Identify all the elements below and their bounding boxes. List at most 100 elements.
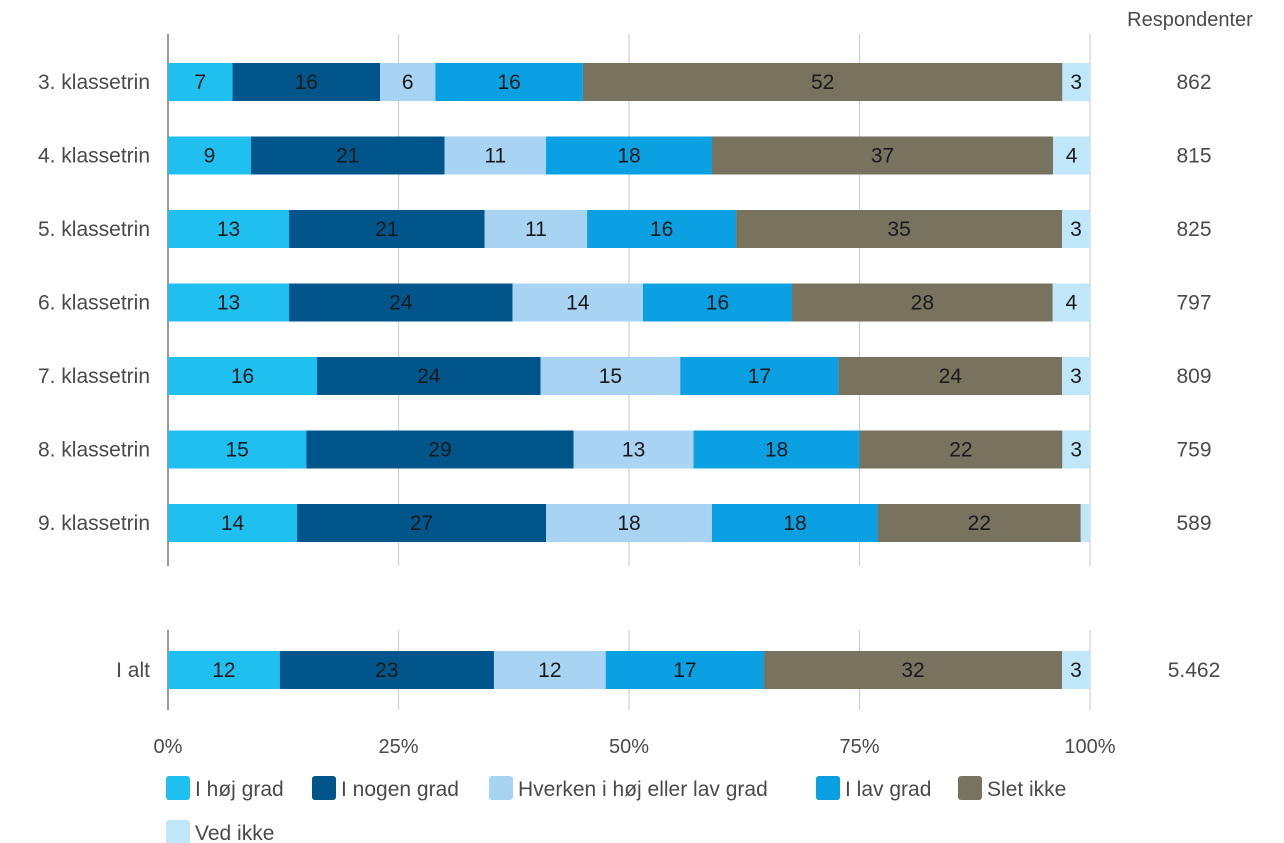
data-label: 3 [1070, 218, 1082, 241]
bar-segment [297, 504, 547, 542]
data-label: 14 [221, 512, 245, 535]
bar-segment [306, 430, 574, 469]
x-tick-label: 100% [1064, 736, 1115, 758]
data-label: 18 [765, 439, 788, 462]
data-label: 21 [336, 145, 359, 168]
bar-segment [444, 136, 547, 175]
data-label: 32 [901, 659, 924, 682]
bar-segment [232, 63, 381, 101]
data-label: 27 [410, 512, 433, 535]
respondents-value: 862 [1176, 71, 1211, 94]
data-label: 18 [617, 512, 640, 535]
bar-segment [711, 504, 878, 542]
data-label: 22 [968, 512, 991, 535]
data-label: 3 [1070, 71, 1082, 94]
bar-segment [693, 430, 860, 469]
bar-segment [484, 210, 588, 248]
bar-segment [289, 210, 485, 248]
legend-label: I nogen grad [341, 778, 459, 801]
bar-segment [1080, 504, 1090, 542]
data-label: 12 [538, 659, 561, 682]
bar-segment [317, 357, 541, 395]
category-label: 7. klassetrin [38, 365, 150, 388]
data-label: 29 [428, 439, 451, 462]
respondents-value: 815 [1176, 145, 1211, 168]
data-label: 37 [871, 145, 894, 168]
bar-segment [1062, 210, 1090, 248]
respondents-value: 809 [1176, 365, 1211, 388]
data-label: 3 [1070, 439, 1082, 462]
x-tick-label: 75% [839, 736, 879, 758]
data-label: 28 [911, 292, 934, 315]
category-label: 5. klassetrin [38, 218, 150, 241]
respondents-value: 825 [1176, 218, 1211, 241]
data-label: 24 [389, 292, 413, 315]
data-label: 3 [1070, 659, 1082, 682]
data-label: 18 [617, 145, 640, 168]
bar-segment [168, 210, 290, 248]
data-label: 11 [525, 218, 547, 241]
data-label: 13 [217, 292, 240, 315]
x-tick-label: 0% [154, 736, 183, 758]
legend-swatch [489, 776, 513, 800]
data-label: 4 [1066, 145, 1078, 168]
bar-segment [380, 63, 436, 101]
bar-segment [540, 357, 681, 395]
data-label: 17 [673, 659, 696, 682]
bar-segment [711, 136, 1054, 175]
bar-segment [1062, 357, 1090, 395]
respondents-value: 759 [1176, 439, 1211, 462]
bar-segment [168, 357, 318, 395]
bar-segment [877, 504, 1081, 542]
bar-segment [859, 430, 1063, 469]
data-label: 18 [783, 512, 806, 535]
data-label: 6 [402, 71, 414, 94]
data-label: 12 [212, 659, 235, 682]
bar-segment [546, 136, 712, 175]
data-label: 3 [1070, 365, 1082, 388]
bar-segment [250, 136, 445, 175]
legend-label: Ved ikke [195, 822, 274, 843]
bar-segment [168, 651, 280, 689]
bar-segment [546, 504, 712, 542]
category-label: I alt [116, 659, 150, 682]
respondents-value: 5.462 [1168, 659, 1221, 682]
legend-swatch [166, 776, 190, 800]
legend-label: Slet ikke [987, 778, 1066, 801]
bar-segment [587, 210, 737, 248]
bar-segment [736, 210, 1063, 248]
data-label: 16 [706, 292, 729, 315]
data-label: 15 [599, 365, 622, 388]
data-label: 24 [939, 365, 963, 388]
legend-swatch [312, 776, 336, 800]
legend-swatch [958, 776, 982, 800]
bar-segment [168, 136, 251, 175]
data-label: 13 [622, 439, 645, 462]
category-label: 3. klassetrin [38, 71, 150, 94]
data-label: 16 [497, 71, 520, 94]
bar-segment [1052, 283, 1090, 322]
bar-segment [680, 357, 839, 395]
x-tick-label: 25% [378, 736, 418, 758]
respondents-value: 589 [1176, 512, 1211, 535]
data-label: 52 [811, 71, 834, 94]
bar-segment [642, 283, 792, 322]
data-label: 9 [204, 145, 216, 168]
legend-label: I lav grad [845, 778, 931, 801]
bar-segment [168, 63, 233, 101]
bar-segment [168, 283, 290, 322]
data-label: 13 [217, 218, 240, 241]
data-label: 22 [949, 439, 972, 462]
data-label: 11 [484, 145, 506, 168]
respondents-header: Respondenter [1127, 9, 1253, 31]
data-label: 15 [225, 439, 248, 462]
data-label: 7 [194, 71, 206, 94]
data-label: 4 [1066, 292, 1078, 315]
legend-label: I høj grad [195, 778, 284, 801]
category-label: 9. klassetrin [38, 512, 150, 535]
bar-segment [289, 283, 513, 322]
bar-segment [605, 651, 765, 689]
legend-label: Hverken i høj eller lav grad [518, 778, 768, 801]
legend-swatch [166, 820, 190, 843]
